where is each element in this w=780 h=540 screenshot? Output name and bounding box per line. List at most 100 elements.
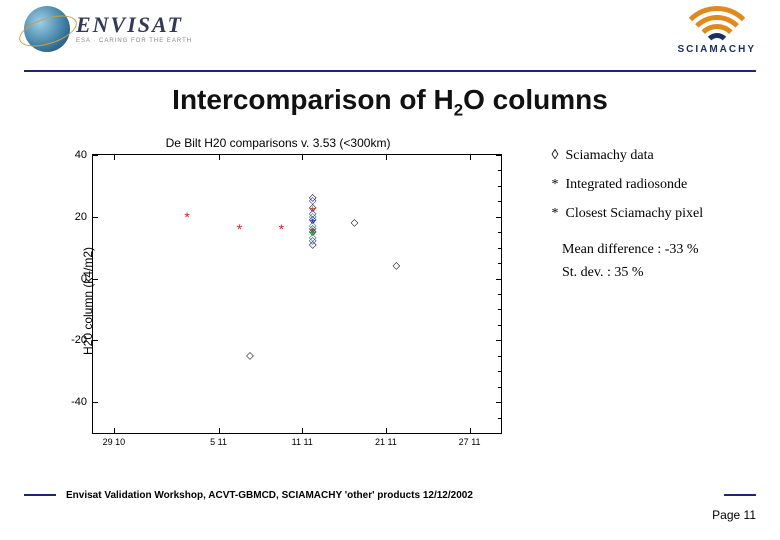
chart-marker: * [237, 224, 242, 234]
chart-marker: * [310, 227, 315, 237]
xtick-label: 5 11 [210, 437, 227, 447]
ytick-label: 0 [81, 273, 87, 285]
ytick-minor [498, 294, 501, 295]
xtick-label: 27 11 [459, 437, 481, 447]
chart-marker: * [310, 206, 315, 216]
title-pre: Intercomparison of H [172, 84, 454, 115]
chart-marker: ◇ [309, 193, 317, 204]
sciamachy-logo: SCIAMACHY [677, 6, 756, 55]
legend: ◊ Sciamachy data * Integrated radiosonde… [548, 148, 760, 288]
xtick-label: 11 11 [292, 437, 313, 447]
footer-rule-right [724, 494, 756, 496]
chart-plot-area: -40-200204029 105 1111 1121 1127 11◇◇◇◇◇… [92, 154, 502, 434]
chart-marker: ◇ [309, 227, 317, 238]
xtick-mark [302, 428, 303, 433]
chart-marker: ◇ [309, 221, 317, 232]
xtick-mark [386, 428, 387, 433]
ytick-label: -20 [71, 334, 87, 346]
envisat-wordmark: ENVISAT [76, 14, 192, 36]
ytick-minor [498, 356, 501, 357]
xtick-mark [470, 428, 471, 433]
ytick-mark [496, 155, 501, 156]
chart-marker: ◇ [393, 261, 401, 272]
xtick-mark [470, 155, 471, 160]
ytick-minor [498, 232, 501, 233]
chart-marker: ◇ [309, 196, 317, 207]
xtick-label: 21 11 [375, 437, 397, 447]
ytick-mark [496, 279, 501, 280]
ytick-minor [498, 309, 501, 310]
asterisk-icon: * [548, 177, 562, 194]
xtick-mark [114, 155, 115, 160]
slide-header: ENVISAT ESA · CARING FOR THE EARTH SCIAM… [0, 0, 780, 72]
footer: Envisat Validation Workshop, ACVT-GBMCD,… [24, 490, 756, 500]
ytick-mark [93, 217, 98, 218]
legend-label: Closest Sciamachy pixel [566, 206, 704, 221]
ytick-minor [498, 263, 501, 264]
chart-marker: * [310, 218, 315, 228]
page-num-value: 11 [744, 508, 756, 522]
legend-label: Sciamachy data [566, 148, 654, 163]
sciamachy-arcs-icon [682, 6, 752, 42]
ytick-minor [498, 418, 501, 419]
ytick-minor [498, 248, 501, 249]
chart-marker: ◇ [351, 217, 359, 228]
ytick-minor [498, 186, 501, 187]
envisat-tagline: ESA · CARING FOR THE EARTH [76, 38, 192, 44]
ytick-label: 40 [75, 149, 87, 161]
xtick-mark [386, 155, 387, 160]
xtick-mark [302, 155, 303, 160]
chart: De Bilt H20 comparisons v. 3.53 (<300km)… [28, 136, 528, 466]
chart-marker: ◇ [309, 208, 317, 219]
ytick-label: 20 [75, 211, 87, 223]
ytick-minor [498, 170, 501, 171]
header-rule [24, 70, 756, 72]
ytick-minor [498, 325, 501, 326]
mean-difference: Mean difference : -33 % [562, 242, 760, 259]
legend-label: Integrated radiosonde [566, 177, 688, 192]
title-sub: 2 [454, 101, 463, 120]
ytick-mark [93, 155, 98, 156]
xtick-mark [219, 428, 220, 433]
chart-marker: ◇ [309, 211, 317, 222]
chart-marker: ◇ [309, 233, 317, 244]
chart-title: De Bilt H20 comparisons v. 3.53 (<300km) [28, 136, 528, 150]
title-post: O columns [463, 84, 608, 115]
orbit-ring-icon [15, 9, 80, 52]
stats-block: Mean difference : -33 % St. dev. : 35 % [548, 242, 760, 282]
xtick-mark [114, 428, 115, 433]
diamond-icon: ◊ [548, 148, 562, 165]
ytick-mark [93, 279, 98, 280]
xtick-label: 29 10 [103, 437, 126, 447]
page-label: Page [712, 508, 743, 522]
chart-marker: ◇ [309, 202, 317, 213]
ytick-minor [498, 371, 501, 372]
chart-marker: * [279, 224, 284, 234]
chart-marker: * [184, 212, 189, 222]
ytick-minor [498, 387, 501, 388]
footer-text: Envisat Validation Workshop, ACVT-GBMCD,… [66, 490, 714, 501]
chart-marker: ◇ [309, 239, 317, 250]
chart-marker: ◇ [309, 236, 317, 247]
globe-icon [24, 6, 70, 52]
ytick-label: -40 [71, 396, 87, 408]
legend-item: * Closest Sciamachy pixel [548, 206, 760, 223]
chart-marker: ◇ [309, 214, 317, 225]
footer-rule-left [24, 494, 56, 496]
slide-title: Intercomparison of H2O columns [0, 84, 780, 121]
page-number: Page 11 [712, 508, 756, 522]
ytick-minor [498, 201, 501, 202]
envisat-logo: ENVISAT ESA · CARING FOR THE EARTH [24, 6, 192, 52]
std-dev: St. dev. : 35 % [562, 265, 760, 282]
legend-item: ◊ Sciamachy data [548, 148, 760, 165]
ytick-mark [93, 340, 98, 341]
chart-marker: ◇ [309, 224, 317, 235]
ytick-mark [93, 402, 98, 403]
chart-marker: * [310, 230, 315, 240]
slide: ENVISAT ESA · CARING FOR THE EARTH SCIAM… [0, 0, 780, 540]
ytick-mark [496, 402, 501, 403]
asterisk-icon: * [548, 206, 562, 223]
ytick-mark [496, 217, 501, 218]
legend-item: * Integrated radiosonde [548, 177, 760, 194]
xtick-mark [219, 155, 220, 160]
